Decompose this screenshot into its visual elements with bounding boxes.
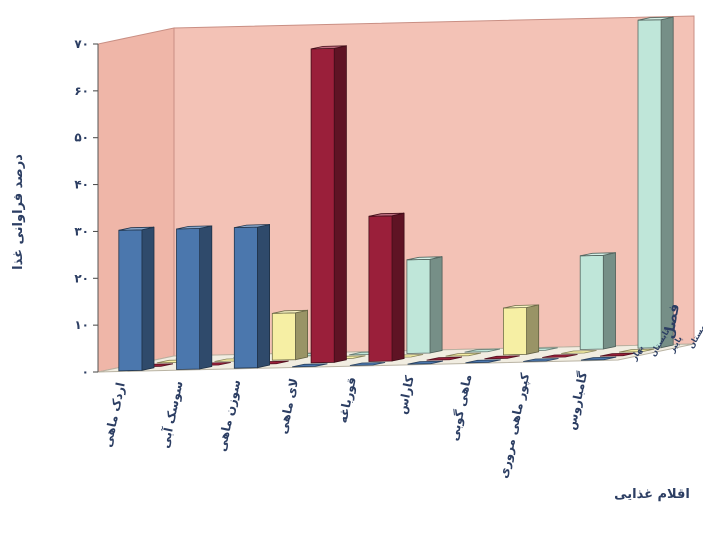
bar-side xyxy=(661,17,673,348)
category-label: قورباغه xyxy=(336,376,360,425)
bar xyxy=(311,46,346,363)
bar-side xyxy=(257,225,269,368)
bar-front xyxy=(407,259,430,353)
y-tick-label: ۶۰ xyxy=(74,84,89,98)
category-label: کپور ماهی مروری xyxy=(496,372,533,480)
bar-front xyxy=(369,216,392,362)
y-tick-label: ۰ xyxy=(82,365,89,379)
bar-front xyxy=(580,255,603,349)
category-label: سوسک آبی xyxy=(157,380,187,450)
bar-side xyxy=(527,305,539,354)
bar-front xyxy=(503,308,526,355)
category-label: سوزن ماهی xyxy=(214,378,244,453)
y-tick-label: ۴۰ xyxy=(74,178,89,192)
x-axis-title: اقلام غذایی xyxy=(614,487,690,502)
category-label: کاراس xyxy=(395,374,417,415)
bar-front xyxy=(177,228,200,369)
y-tick-label: ۳۰ xyxy=(74,224,89,238)
bar-side xyxy=(200,226,212,369)
bar xyxy=(234,225,269,369)
bar-side xyxy=(603,253,615,349)
bar xyxy=(119,227,154,371)
category-label: گامباروس xyxy=(564,370,591,431)
y-tick-label: ۷۰ xyxy=(74,37,89,51)
bar xyxy=(369,213,404,361)
bar xyxy=(177,226,212,370)
bar-side xyxy=(430,257,442,353)
y-tick-label: ۱۰ xyxy=(74,318,89,332)
category-label: اردک ماهی xyxy=(100,381,127,449)
bar xyxy=(638,17,673,348)
category-label: ماهی گوبی xyxy=(447,373,476,442)
y-tick-label: ۲۰ xyxy=(74,271,89,285)
bar xyxy=(272,310,307,360)
category-label: لای ماهی xyxy=(276,377,301,435)
bar xyxy=(580,253,615,350)
bar-side xyxy=(142,227,154,370)
bar-side xyxy=(334,46,346,363)
bar-front xyxy=(638,20,661,349)
bar-front xyxy=(234,227,257,368)
y-axis-title: درصد فراوانی غذا xyxy=(11,154,26,270)
bar-front xyxy=(119,230,142,371)
y-tick-label: ۵۰ xyxy=(74,131,89,145)
bar-front xyxy=(272,313,295,360)
bar-front xyxy=(311,48,334,363)
bar-side xyxy=(295,310,307,359)
bar xyxy=(503,305,538,355)
bar-side xyxy=(392,213,404,361)
bar xyxy=(407,257,442,354)
